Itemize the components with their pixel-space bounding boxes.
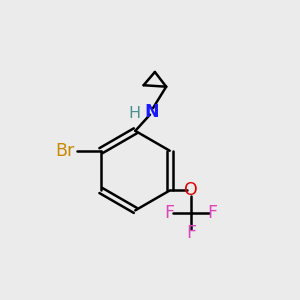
Text: O: O <box>184 182 198 200</box>
Text: H: H <box>128 106 140 121</box>
Text: N: N <box>144 103 159 121</box>
Text: F: F <box>165 204 175 222</box>
Text: F: F <box>186 224 196 242</box>
Text: Br: Br <box>56 142 75 160</box>
Text: F: F <box>207 204 217 222</box>
